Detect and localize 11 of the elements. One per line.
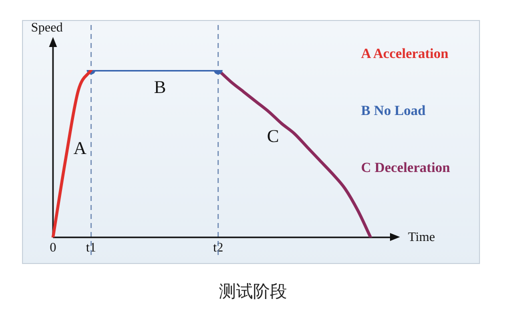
- y-axis-title: Speed: [31, 19, 64, 34]
- series-label: C Deceleration: [361, 160, 450, 178]
- annotation: C: [266, 126, 280, 146]
- x-axis-title: Time: [408, 228, 436, 244]
- annotation: A: [74, 138, 86, 158]
- text: B No Load: [361, 103, 427, 121]
- x-tick-label: t1: [86, 240, 96, 255]
- annotation: B: [154, 77, 166, 97]
- text: 测试阶段: [218, 281, 288, 303]
- text: A Acceleration: [361, 46, 450, 64]
- x-tick-label: 0: [50, 240, 56, 255]
